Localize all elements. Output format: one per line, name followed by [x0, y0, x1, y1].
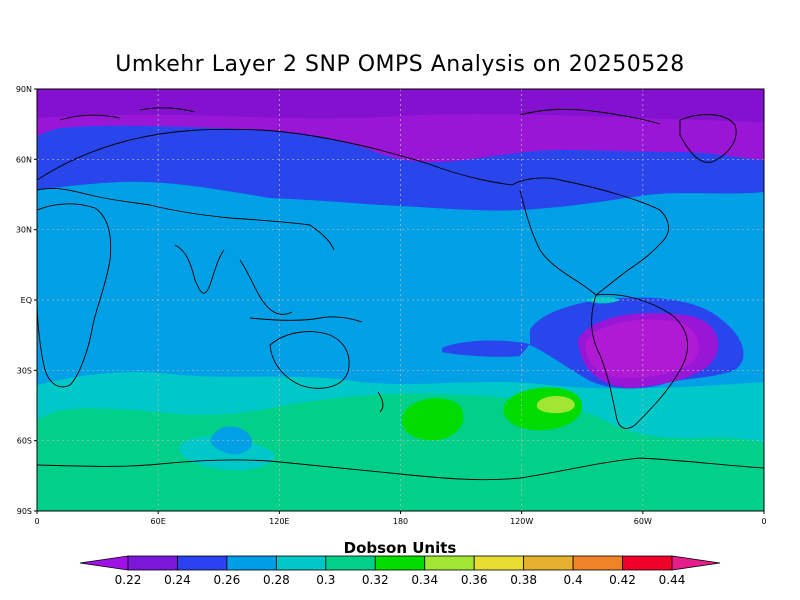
page-title: Umkehr Layer 2 SNP OMPS Analysis on 2025… [115, 52, 685, 77]
colorbar-swatch [325, 555, 376, 571]
lat-tick-label: 90S [17, 507, 32, 516]
colorbar-units-label: Dobson Units [344, 539, 457, 557]
colorbar-tick-label: 0.32 [362, 573, 389, 587]
colorbar-low-arrow [79, 555, 129, 571]
field-lime-patch [536, 396, 575, 414]
colorbar-swatch [523, 555, 574, 571]
colorbar-swatch [275, 555, 327, 571]
colorbar-swatch [424, 555, 475, 571]
lon-tick-label: 120W [510, 517, 533, 526]
colorbar-swatch [127, 555, 178, 571]
lat-tick-label: EQ [21, 296, 32, 305]
lon-tick-label: 60E [151, 517, 166, 526]
lon-tick-label: 60W [634, 517, 652, 526]
lat-tick-label: 30N [16, 226, 32, 235]
colorbar-tick-label: 0.22 [115, 573, 142, 587]
colorbar-swatch [374, 555, 426, 571]
field-lightblue-patch [210, 426, 253, 455]
colorbar: 0.22 0.24 0.26 0.28 0.3 0.32 0.34 0.36 0.38 0.4 0.… [79, 555, 721, 587]
coastlines [37, 107, 764, 481]
colorbar-tick-label: 0.42 [609, 573, 636, 587]
colorbar-tick-label: 0.38 [510, 573, 537, 587]
field-seagreen-south [37, 393, 764, 511]
colorbar-tick-label: 0.34 [411, 573, 438, 587]
colorbar-tick-label: 0.36 [461, 573, 488, 587]
field-cyan-patch-atlantic [636, 397, 706, 425]
colorbar-swatch [226, 555, 277, 571]
colorbar-tick-label: 0.26 [214, 573, 241, 587]
lat-tick-label: 90N [16, 85, 32, 94]
lon-tick-label: 120E [269, 517, 289, 526]
grid-lines [37, 89, 764, 511]
colorbar-tick-label: 0.24 [164, 573, 191, 587]
colorbar-tick-label: 0.3 [316, 573, 335, 587]
longitude-axis: 0 60E 120E 180 120W 60W 0 [34, 511, 767, 526]
lon-tick-label: 180 [393, 517, 408, 526]
lat-tick-label: 30S [17, 366, 32, 375]
lon-tick-label: 0 [34, 517, 39, 526]
latitude-axis: 90N 60N 30N EQ 30S 60S 90S [16, 85, 37, 516]
field-blue-south-pacific [442, 340, 530, 357]
field-green-patch-1 [401, 398, 464, 441]
lon-tick-label: 0 [761, 517, 766, 526]
colorbar-tick-label: 0.28 [263, 573, 290, 587]
field-magenta-samerica [585, 319, 699, 378]
colorbar-swatch [572, 555, 623, 571]
colorbar-high-arrow [671, 555, 721, 571]
colorbar-swatch [622, 555, 673, 571]
colorbar-tick-label: 0.44 [659, 573, 686, 587]
colorbar-swatch [473, 555, 525, 571]
lat-tick-label: 60N [16, 155, 32, 164]
colorbar-swatch [177, 555, 228, 571]
lat-tick-label: 60S [17, 437, 32, 446]
colorbar-tick-label: 0.4 [564, 573, 583, 587]
